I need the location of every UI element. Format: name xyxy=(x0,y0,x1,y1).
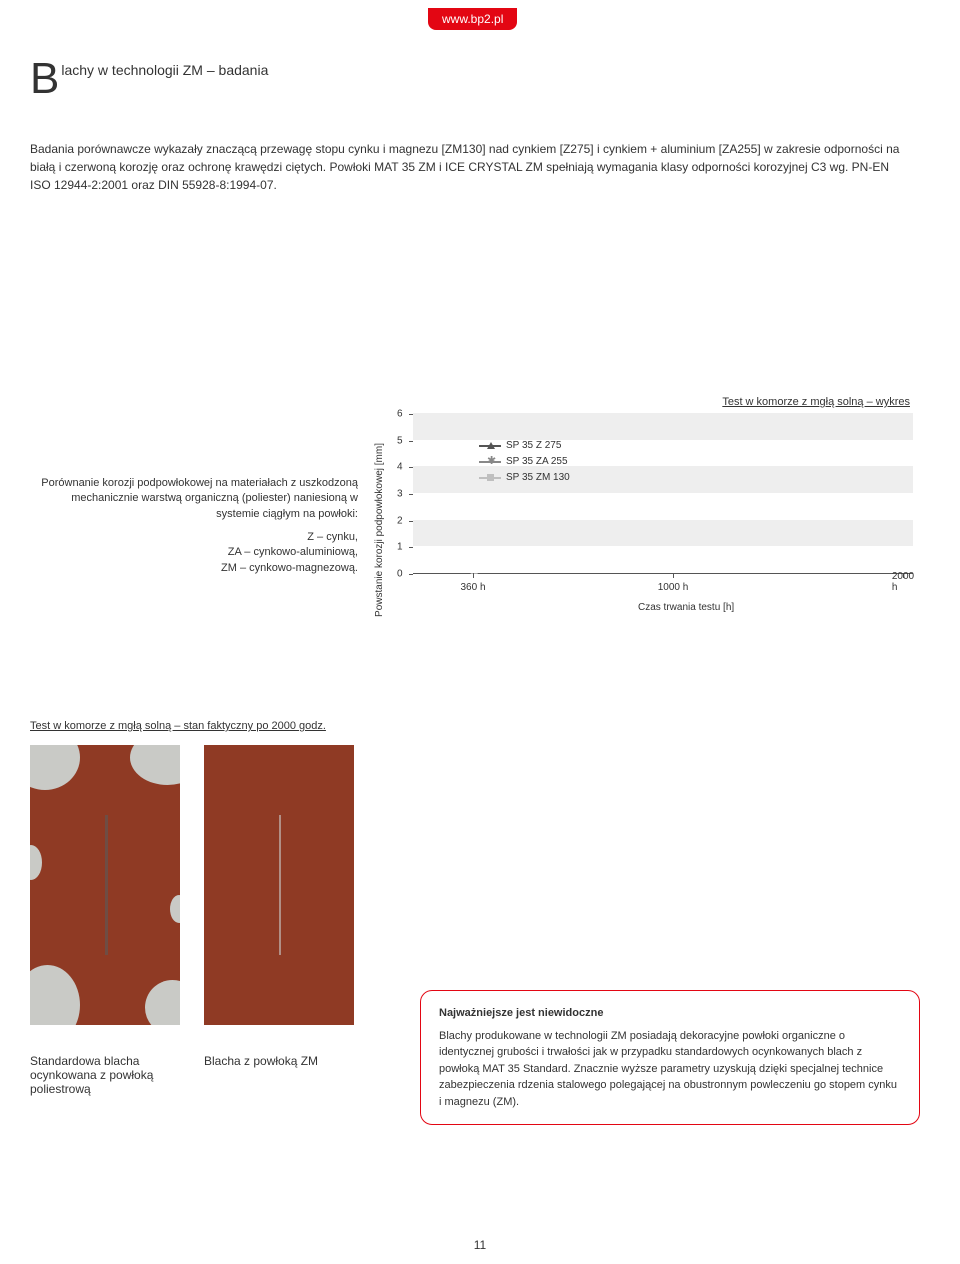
sample-labels-row: Standardowa blacha ocynkowana z powłoką … xyxy=(30,1054,354,1096)
sample-zm-label: Blacha z powłoką ZM xyxy=(204,1054,354,1096)
sample-standard-image xyxy=(30,745,180,1025)
intro-paragraph: Badania porównawcze wykazały znaczącą pr… xyxy=(30,140,900,194)
dropcap: B xyxy=(30,60,59,97)
header-url-tab: www.bp2.pl xyxy=(428,8,517,30)
legend-item: SP 35 ZM 130 xyxy=(479,470,570,486)
chart-container: Porównanie korozji podpowłokowej na mate… xyxy=(30,400,930,660)
legend-item: SP 35 Z 275 xyxy=(479,438,570,454)
sample-standard-label: Standardowa blacha ocynkowana z powłoką … xyxy=(30,1054,180,1096)
samples-row xyxy=(30,745,354,1025)
sample-standard xyxy=(30,745,180,1025)
section-heading: B lachy w technologii ZM – badania xyxy=(30,60,268,97)
sample-zm-image xyxy=(204,745,354,1025)
sample-zm xyxy=(204,745,354,1025)
chart-description: Porównanie korozji podpowłokowej na mate… xyxy=(30,400,370,660)
chart-ylabel: Powstanie korozji podpowłokowej [mm] xyxy=(370,443,389,617)
chart-legend: SP 35 Z 275✱SP 35 ZA 255SP 35 ZM 130 xyxy=(479,438,570,486)
section-title-text: lachy w technologii ZM – badania xyxy=(61,60,268,78)
chart-desc-2: Z – cynku, ZA – cynkowo-aluminiową, ZM –… xyxy=(30,530,358,576)
page-number: 11 xyxy=(474,1238,486,1252)
chart-title: Test w komorze z mgłą solną – wykres xyxy=(722,396,910,408)
chart-plot: Test w komorze z mgłą solną – wykres ✱✱✱… xyxy=(389,400,930,660)
chart-desc-1: Porównanie korozji podpowłokowej na mate… xyxy=(30,476,358,522)
callout-box: Najważniejsze jest niewidoczne Blachy pr… xyxy=(420,990,920,1125)
legend-item: ✱SP 35 ZA 255 xyxy=(479,454,570,470)
samples-caption: Test w komorze z mgłą solną – stan fakty… xyxy=(30,720,326,732)
callout-body: Blachy produkowane w technologii ZM posi… xyxy=(439,1028,901,1111)
callout-title: Najważniejsze jest niewidoczne xyxy=(439,1005,901,1022)
